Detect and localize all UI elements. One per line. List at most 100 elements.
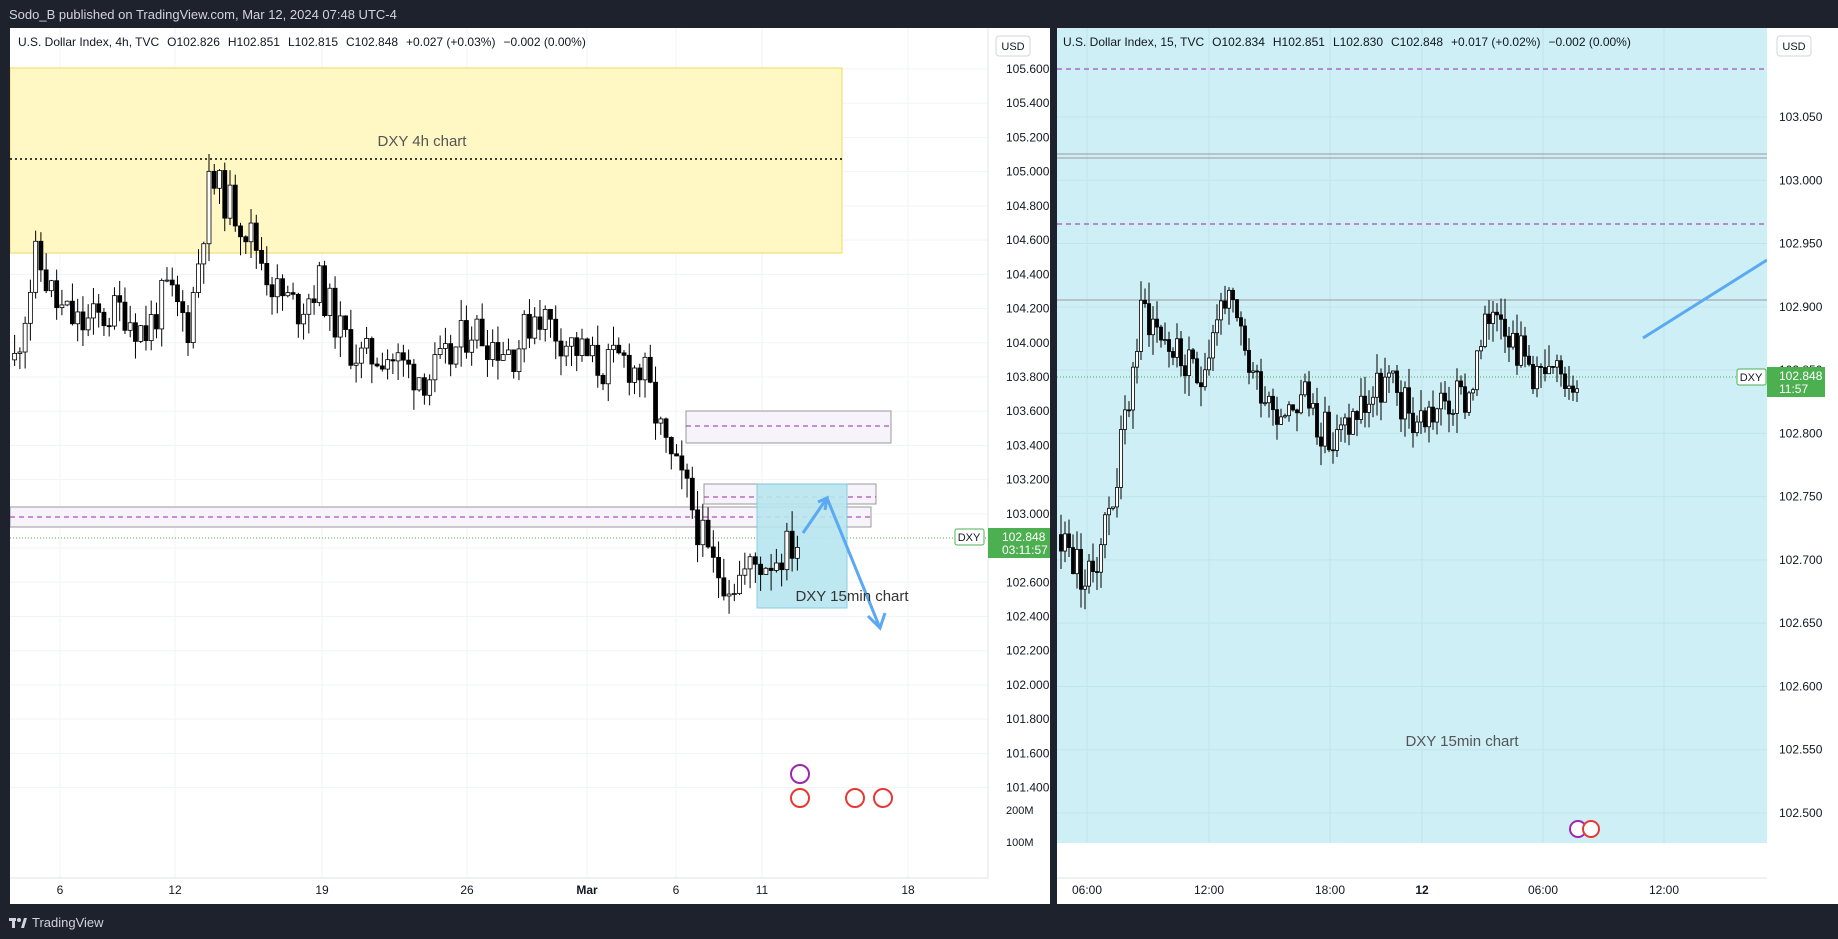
candle-body xyxy=(579,338,585,356)
candle-body xyxy=(201,243,207,265)
footer-brand: TradingView xyxy=(32,915,104,930)
x-tick-label: 06:00 xyxy=(1528,883,1558,897)
event-lightning-icon[interactable] xyxy=(790,764,810,784)
candle-body xyxy=(1295,409,1299,414)
candle-body xyxy=(737,574,742,594)
tradingview-logo[interactable]: TradingView xyxy=(9,915,104,930)
y-tick-label: 102.750 xyxy=(1779,490,1823,504)
publisher-text: Sodo_B published on TradingView.com, Mar… xyxy=(9,7,397,22)
time-axis xyxy=(1057,843,1767,904)
candle-body xyxy=(374,363,380,367)
candle-body xyxy=(1123,409,1127,430)
candle-body xyxy=(17,351,23,354)
candle-body xyxy=(521,313,527,350)
candle-body xyxy=(206,170,212,245)
candle-body xyxy=(43,269,49,292)
event-us-flag-icon[interactable] xyxy=(845,788,865,808)
candle-body xyxy=(348,329,354,366)
candle-body xyxy=(311,298,317,303)
y-tick-label: 104.200 xyxy=(1006,302,1050,316)
candle-body xyxy=(726,593,732,597)
candle-body xyxy=(159,280,165,330)
y-tick-label: 102.200 xyxy=(1006,644,1050,658)
candle-body xyxy=(180,301,186,313)
supply-zone-rect xyxy=(10,67,843,254)
event-us-flag-icon[interactable] xyxy=(790,788,810,808)
candle-body xyxy=(1343,417,1347,426)
candle-body xyxy=(1303,381,1307,396)
candle-body xyxy=(337,315,343,338)
candle-body xyxy=(1183,365,1187,377)
candle-body xyxy=(490,342,496,360)
candle-body xyxy=(453,346,459,365)
chart-4h-panel[interactable]: DXY 4h chart DXY 15min chart USD 105.600 105… xyxy=(10,28,1050,904)
candle-body xyxy=(1287,404,1291,417)
last-price-tag xyxy=(1767,367,1825,397)
candle-body xyxy=(379,365,385,370)
price-axis xyxy=(988,28,1050,904)
candle-body xyxy=(621,352,627,356)
candle-body xyxy=(1231,289,1235,301)
candle-body xyxy=(1363,395,1367,413)
candle-body xyxy=(511,349,517,372)
ticker-tag xyxy=(1736,368,1767,386)
candle-body xyxy=(164,279,170,282)
candle-body xyxy=(416,377,422,391)
candle-body xyxy=(1387,372,1391,378)
y-tick-label: 103.200 xyxy=(1006,473,1050,487)
annotation-4h: DXY 4h chart xyxy=(378,133,468,150)
candle-body xyxy=(222,170,228,219)
candle-body xyxy=(1379,372,1383,403)
candle-body xyxy=(721,577,727,597)
candle-body xyxy=(1191,349,1195,360)
candle-body xyxy=(1479,346,1483,352)
currency-button[interactable] xyxy=(995,35,1031,57)
y-tick-label: 103.600 xyxy=(1006,404,1050,418)
x-tick-label: 12:00 xyxy=(1649,883,1679,897)
candle-body xyxy=(1143,299,1147,305)
legend-item: +0.017 (+0.02%) xyxy=(1451,35,1540,49)
candle-body xyxy=(1127,409,1131,412)
candle-body xyxy=(464,320,469,353)
currency-label[interactable]: USD xyxy=(1001,41,1024,53)
candle-body xyxy=(574,337,580,356)
currency-label[interactable]: USD xyxy=(1782,41,1805,53)
candle-body xyxy=(406,359,412,365)
candle-body xyxy=(253,222,259,251)
candle-body xyxy=(1523,335,1527,357)
candle-body xyxy=(38,240,44,271)
candle-body xyxy=(1319,436,1323,447)
candle-body xyxy=(1219,300,1223,321)
candle-body xyxy=(1283,415,1287,418)
chart-4h-svg[interactable]: DXY 4h chart DXY 15min chart USD 105.600 105… xyxy=(10,28,1050,904)
candle-body xyxy=(663,418,669,438)
candle-body xyxy=(211,170,217,189)
candle-body xyxy=(1447,400,1451,415)
publisher-bar: Sodo_B published on TradingView.com, Mar… xyxy=(0,0,1838,28)
candle-body xyxy=(1107,507,1111,516)
candle-body xyxy=(12,353,18,361)
ticker-label: DXY xyxy=(958,532,981,544)
candle-body xyxy=(653,381,658,424)
currency-button[interactable] xyxy=(1776,35,1812,57)
legend-item: −0.002 (0.00%) xyxy=(1548,35,1630,49)
event-us-flag-icon[interactable] xyxy=(1582,820,1600,838)
chart-15min-panel[interactable]: DXY 15min chart USD 103.050 103.000 102.950 1… xyxy=(1057,28,1838,904)
candle-body xyxy=(668,436,674,455)
x-tick-label: 12 xyxy=(168,883,182,897)
candle-body xyxy=(1119,429,1123,488)
legend-item: C102.848 xyxy=(1391,35,1443,49)
candle-body xyxy=(1155,318,1159,328)
chart-15min-svg[interactable]: DXY 15min chart USD 103.050 103.000 102.950 1… xyxy=(1057,28,1838,904)
x-tick-label: 06:00 xyxy=(1072,883,1102,897)
candle-body xyxy=(443,343,448,349)
volume-label: 200M xyxy=(1006,805,1034,817)
legend-item: U.S. Dollar Index, 4h, TVC xyxy=(18,35,160,49)
candle-body xyxy=(1315,403,1319,438)
x-tick-label: 6 xyxy=(57,883,64,897)
candle-body xyxy=(1443,392,1447,402)
candle-body xyxy=(747,556,753,570)
candle-body xyxy=(364,338,369,349)
candle-body xyxy=(1395,370,1399,393)
event-us-flag-icon[interactable] xyxy=(873,788,893,808)
